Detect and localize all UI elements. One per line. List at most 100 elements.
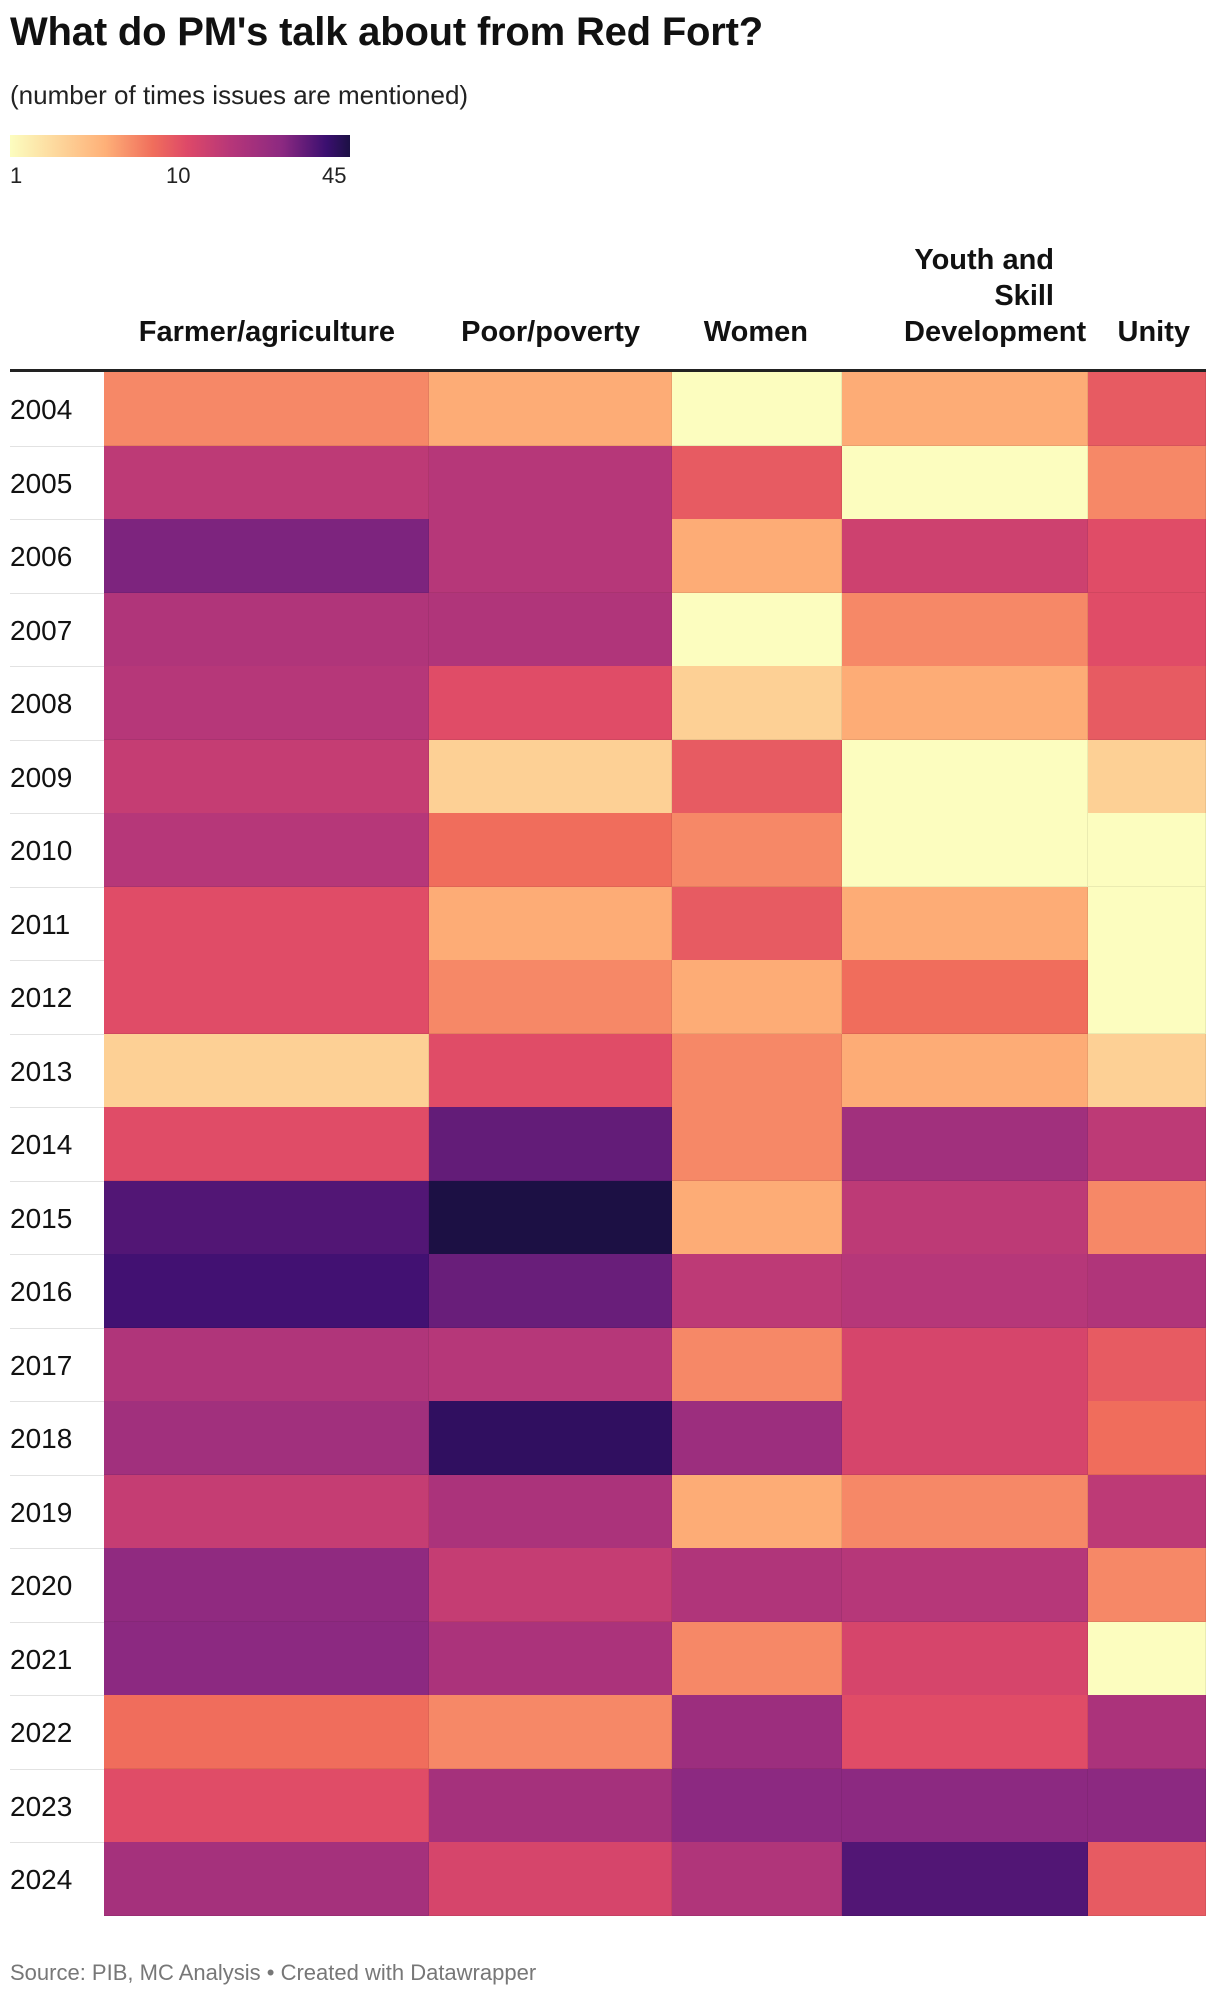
heatmap-cell[interactable] bbox=[842, 1842, 1088, 1916]
heatmap-cell[interactable] bbox=[429, 372, 672, 446]
heatmap-cell[interactable] bbox=[1088, 372, 1206, 446]
heatmap-cell[interactable] bbox=[104, 1401, 429, 1475]
heatmap-cell[interactable] bbox=[842, 1180, 1088, 1255]
heatmap-cell[interactable] bbox=[672, 1254, 842, 1328]
heatmap-cell[interactable] bbox=[1088, 739, 1206, 814]
heatmap-cell[interactable] bbox=[104, 372, 429, 446]
heatmap-cell[interactable] bbox=[1088, 1768, 1206, 1843]
heatmap-cell[interactable] bbox=[1088, 886, 1206, 961]
heatmap-cell[interactable] bbox=[672, 1033, 842, 1108]
heatmap-cell[interactable] bbox=[429, 519, 672, 593]
heatmap-cell[interactable] bbox=[842, 813, 1088, 887]
heatmap-cell[interactable] bbox=[672, 1401, 842, 1475]
heatmap-cell[interactable] bbox=[104, 666, 429, 740]
heatmap-cell[interactable] bbox=[104, 960, 429, 1034]
heatmap-cell[interactable] bbox=[1088, 813, 1206, 887]
heatmap-cell[interactable] bbox=[842, 1474, 1088, 1549]
heatmap-cell[interactable] bbox=[672, 1474, 842, 1549]
heatmap-cell[interactable] bbox=[672, 592, 842, 667]
heatmap-cell[interactable] bbox=[429, 1254, 672, 1328]
heatmap-cell[interactable] bbox=[104, 445, 429, 520]
heatmap-cell[interactable] bbox=[1088, 1033, 1206, 1108]
heatmap-cell[interactable] bbox=[429, 666, 672, 740]
heatmap-cell[interactable] bbox=[429, 1327, 672, 1402]
heatmap-cell[interactable] bbox=[429, 1548, 672, 1622]
heatmap-cell[interactable] bbox=[1088, 1842, 1206, 1916]
heatmap-cell[interactable] bbox=[104, 1254, 429, 1328]
heatmap-cell[interactable] bbox=[104, 1548, 429, 1622]
heatmap-cell[interactable] bbox=[842, 1107, 1088, 1181]
heatmap-cell[interactable] bbox=[842, 1401, 1088, 1475]
heatmap-cell[interactable] bbox=[672, 1842, 842, 1916]
heatmap-cell[interactable] bbox=[104, 519, 429, 593]
heatmap-cell[interactable] bbox=[842, 960, 1088, 1034]
heatmap-cell[interactable] bbox=[104, 592, 429, 667]
heatmap-cell[interactable] bbox=[1088, 1548, 1206, 1622]
heatmap-cell[interactable] bbox=[429, 1180, 672, 1255]
heatmap-cell[interactable] bbox=[672, 886, 842, 961]
heatmap-cell[interactable] bbox=[842, 739, 1088, 814]
heatmap-cell[interactable] bbox=[842, 372, 1088, 446]
heatmap-cell[interactable] bbox=[1088, 1254, 1206, 1328]
heatmap-cell[interactable] bbox=[104, 886, 429, 961]
heatmap-cell[interactable] bbox=[104, 1768, 429, 1843]
heatmap-cell[interactable] bbox=[842, 592, 1088, 667]
heatmap-cell[interactable] bbox=[1088, 960, 1206, 1034]
heatmap-cell[interactable] bbox=[1088, 1180, 1206, 1255]
heatmap-cell[interactable] bbox=[842, 519, 1088, 593]
heatmap-cell[interactable] bbox=[672, 739, 842, 814]
heatmap-cell[interactable] bbox=[672, 372, 842, 446]
heatmap-cell[interactable] bbox=[429, 739, 672, 814]
heatmap-cell[interactable] bbox=[842, 666, 1088, 740]
heatmap-cell[interactable] bbox=[429, 1768, 672, 1843]
heatmap-cell[interactable] bbox=[429, 813, 672, 887]
heatmap-cell[interactable] bbox=[672, 1180, 842, 1255]
heatmap-cell[interactable] bbox=[672, 1327, 842, 1402]
heatmap-cell[interactable] bbox=[1088, 1107, 1206, 1181]
heatmap-cell[interactable] bbox=[842, 886, 1088, 961]
heatmap-cell[interactable] bbox=[104, 813, 429, 887]
heatmap-cell[interactable] bbox=[429, 1107, 672, 1181]
heatmap-cell[interactable] bbox=[1088, 592, 1206, 667]
heatmap-cell[interactable] bbox=[672, 1695, 842, 1769]
heatmap-cell[interactable] bbox=[429, 886, 672, 961]
heatmap-cell[interactable] bbox=[842, 1695, 1088, 1769]
heatmap-cell[interactable] bbox=[104, 1842, 429, 1916]
heatmap-cell[interactable] bbox=[429, 445, 672, 520]
heatmap-cell[interactable] bbox=[429, 1474, 672, 1549]
heatmap-cell[interactable] bbox=[104, 1327, 429, 1402]
heatmap-cell[interactable] bbox=[672, 1768, 842, 1843]
heatmap-cell[interactable] bbox=[429, 1621, 672, 1696]
heatmap-cell[interactable] bbox=[429, 1695, 672, 1769]
heatmap-cell[interactable] bbox=[1088, 1621, 1206, 1696]
heatmap-cell[interactable] bbox=[104, 1621, 429, 1696]
heatmap-cell[interactable] bbox=[672, 813, 842, 887]
heatmap-cell[interactable] bbox=[842, 1327, 1088, 1402]
heatmap-cell[interactable] bbox=[672, 666, 842, 740]
heatmap-cell[interactable] bbox=[1088, 1474, 1206, 1549]
heatmap-cell[interactable] bbox=[429, 960, 672, 1034]
heatmap-cell[interactable] bbox=[672, 445, 842, 520]
heatmap-cell[interactable] bbox=[104, 1033, 429, 1108]
heatmap-cell[interactable] bbox=[842, 1254, 1088, 1328]
heatmap-cell[interactable] bbox=[1088, 1401, 1206, 1475]
heatmap-cell[interactable] bbox=[104, 1474, 429, 1549]
heatmap-cell[interactable] bbox=[1088, 445, 1206, 520]
heatmap-cell[interactable] bbox=[1088, 1695, 1206, 1769]
heatmap-cell[interactable] bbox=[672, 519, 842, 593]
heatmap-cell[interactable] bbox=[429, 1401, 672, 1475]
heatmap-cell[interactable] bbox=[429, 1842, 672, 1916]
heatmap-cell[interactable] bbox=[104, 1180, 429, 1255]
heatmap-cell[interactable] bbox=[429, 1033, 672, 1108]
heatmap-cell[interactable] bbox=[1088, 666, 1206, 740]
heatmap-cell[interactable] bbox=[104, 1107, 429, 1181]
heatmap-cell[interactable] bbox=[1088, 519, 1206, 593]
heatmap-cell[interactable] bbox=[842, 1621, 1088, 1696]
heatmap-cell[interactable] bbox=[104, 1695, 429, 1769]
heatmap-cell[interactable] bbox=[842, 445, 1088, 520]
heatmap-cell[interactable] bbox=[429, 592, 672, 667]
heatmap-cell[interactable] bbox=[842, 1033, 1088, 1108]
heatmap-cell[interactable] bbox=[672, 1548, 842, 1622]
heatmap-cell[interactable] bbox=[1088, 1327, 1206, 1402]
heatmap-cell[interactable] bbox=[672, 960, 842, 1034]
